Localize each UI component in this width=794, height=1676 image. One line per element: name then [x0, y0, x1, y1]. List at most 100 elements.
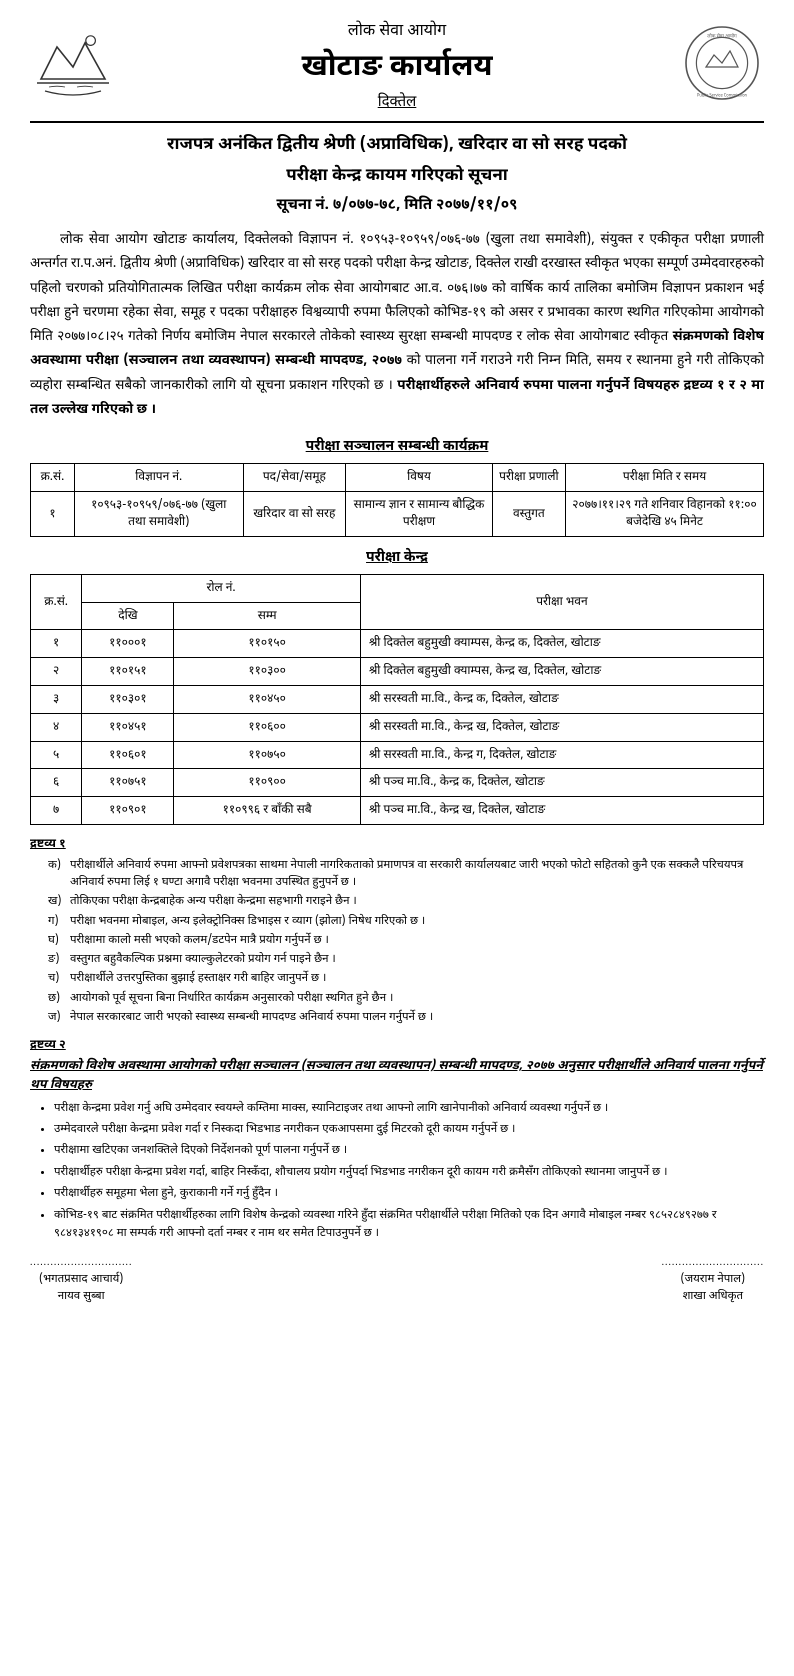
signatures-row: .............................. (भगतप्रसा… — [30, 1257, 764, 1305]
list-item: परीक्षार्थीहरु समूहमा भेला हुने, कुराकान… — [54, 1185, 764, 1203]
center-heading: परीक्षा केन्द्र — [30, 547, 764, 568]
cell-from: ११०९०१ — [82, 797, 174, 825]
col-venue: परीक्षा भवन — [360, 574, 763, 630]
note2-heading: द्रष्टव्य २ — [30, 1036, 764, 1054]
list-item: उम्मेदवारले परीक्षा केन्द्रमा प्रवेश गर्… — [54, 1121, 764, 1139]
cell-sn: ७ — [31, 797, 82, 825]
table-row: १११०००१११०१५०श्री दिक्तेल बहुमुखी क्याम्… — [31, 630, 764, 658]
cell-venue: श्री पञ्च मा.वि., केन्द्र ख, दिक्तेल, खो… — [360, 797, 763, 825]
cell-sn: ३ — [31, 685, 82, 713]
notice-number: सूचना नं. ७/०७७-७८, मिति २०७७/११/०९ — [30, 196, 764, 219]
col-post: पद/सेवा/समूह — [243, 464, 346, 492]
item-marker: छ) — [48, 990, 70, 1007]
cell-to: ११०६०० — [174, 713, 360, 741]
col-sn: क्र.सं. — [31, 574, 82, 630]
note1-heading: द्रष्टव्य १ — [30, 835, 764, 853]
col-from: देखि — [82, 602, 174, 630]
schedule-table: क्र.सं. विज्ञापन नं. पद/सेवा/समूह विषय प… — [30, 463, 764, 536]
list-item: परीक्षामा खटिएका जनशक्तिले दिएको निर्देश… — [54, 1142, 764, 1160]
table-row: ५११०६०१११०७५०श्री सरस्वती मा.वि., केन्द्… — [31, 741, 764, 769]
cell-venue: श्री दिक्तेल बहुमुखी क्याम्पस, केन्द्र ख… — [360, 658, 763, 686]
cell-to: ११०३०० — [174, 658, 360, 686]
cell-sn: १ — [31, 630, 82, 658]
item-text: नेपाल सरकारबाट जारी भएको स्वास्थ्य सम्बन… — [70, 1009, 433, 1026]
list-item: ङ)वस्तुगत बहुवैकल्पिक प्रश्नमा क्याल्कुल… — [48, 951, 764, 968]
organization-name: लोक सेवा आयोग — [115, 20, 679, 44]
cell-post: खरिदार वा सो सरह — [243, 492, 346, 537]
list-item: क)परीक्षार्थीले अनिवार्य रुपमा आफ्नो प्र… — [48, 857, 764, 892]
cell-sn: १ — [31, 492, 75, 537]
office-location: दिक्तेल — [115, 93, 679, 116]
col-ad: विज्ञापन नं. — [74, 464, 243, 492]
item-text: परीक्षा भवनमा मोबाइल, अन्य इलेक्ट्रोनिक्… — [70, 913, 425, 930]
signature-left: .............................. (भगतप्रसा… — [30, 1257, 132, 1305]
note2-list: परीक्षा केन्द्रमा प्रवेश गर्नु अघि उम्मे… — [54, 1100, 764, 1244]
item-marker: ग) — [48, 913, 70, 930]
sig-dash: .............................. — [662, 1257, 764, 1271]
cell-venue: श्री सरस्वती मा.वि., केन्द्र ख, दिक्तेल,… — [360, 713, 763, 741]
emblem-right-icon: लोक सेवा आयोग Public Service Commission — [679, 20, 764, 105]
notice-title-line2: परीक्षा केन्द्र कायम गरिएको सूचना — [30, 164, 764, 190]
list-item: घ)परीक्षामा कालो मसी भएको कलम/डटपेन मात्… — [48, 932, 764, 949]
item-text: परीक्षामा कालो मसी भएको कलम/डटपेन मात्रै… — [70, 932, 329, 949]
sig-left-title: नायव सुब्बा — [30, 1288, 132, 1305]
cell-venue: श्री दिक्तेल बहुमुखी क्याम्पस, केन्द्र क… — [360, 630, 763, 658]
item-text: परीक्षार्थीले अनिवार्य रुपमा आफ्नो प्रवे… — [70, 857, 764, 892]
cell-sn: २ — [31, 658, 82, 686]
sig-right-title: शाखा अधिकृत — [662, 1288, 764, 1305]
item-marker: ङ) — [48, 951, 70, 968]
list-item: ख)तोकिएका परीक्षा केन्द्रबाहेक अन्य परीक… — [48, 893, 764, 910]
col-system: परीक्षा प्रणाली — [492, 464, 565, 492]
item-text: तोकिएका परीक्षा केन्द्रबाहेक अन्य परीक्ष… — [70, 893, 357, 910]
center-table: क्र.सं. रोल नं. परीक्षा भवन देखि सम्म ११… — [30, 574, 764, 825]
notice-title-line1: राजपत्र अनंकित द्वितीय श्रेणी (अप्राविधि… — [30, 133, 764, 159]
col-datetime: परीक्षा मिति र समय — [566, 464, 764, 492]
body-part-a: लोक सेवा आयोग खोटाङ कार्यालय, दिक्तेलको … — [30, 231, 764, 346]
cell-sn: ४ — [31, 713, 82, 741]
list-item: ज)नेपाल सरकारबाट जारी भएको स्वास्थ्य सम्… — [48, 1009, 764, 1026]
sig-dash: .............................. — [30, 1257, 132, 1271]
cell-from: ११०००१ — [82, 630, 174, 658]
table-row: ४११०४५१११०६००श्री सरस्वती मा.वि., केन्द्… — [31, 713, 764, 741]
sig-left-name: (भगतप्रसाद आचार्य) — [30, 1271, 132, 1288]
list-item: च)परीक्षार्थीले उत्तरपुस्तिका बुझाई हस्त… — [48, 970, 764, 987]
office-name: खोटाङ कार्यालय — [115, 46, 679, 91]
note2-subheading: संक्रमणको विशेष अवस्थामा आयोगको परीक्षा … — [30, 1058, 764, 1096]
svg-text:लोक सेवा आयोग: लोक सेवा आयोग — [707, 32, 737, 39]
schedule-heading: परीक्षा सञ्चालन सम्बन्धी कार्यक्रम — [30, 436, 764, 457]
col-subject: विषय — [346, 464, 493, 492]
cell-venue: श्री सरस्वती मा.वि., केन्द्र क, दिक्तेल,… — [360, 685, 763, 713]
table-row: ६११०७५१११०९००श्री पञ्च मा.वि., केन्द्र क… — [31, 769, 764, 797]
list-item: ग)परीक्षा भवनमा मोबाइल, अन्य इलेक्ट्रोनि… — [48, 913, 764, 930]
item-marker: ख) — [48, 893, 70, 910]
signature-right: .............................. (जयराम ने… — [662, 1257, 764, 1305]
table-row: ७११०९०१११०९९६ र बाँकी सबैश्री पञ्च मा.वि… — [31, 797, 764, 825]
col-sn: क्र.सं. — [31, 464, 75, 492]
cell-ad: १०९५३-१०९५९/०७६-७७ (खुला तथा समावेशी) — [74, 492, 243, 537]
table-row: १ १०९५३-१०९५९/०७६-७७ (खुला तथा समावेशी) … — [31, 492, 764, 537]
table-header-row: क्र.सं. रोल नं. परीक्षा भवन — [31, 574, 764, 602]
cell-datetime: २०७७।११।२९ गते शनिवार विहानको ११:०० बजेद… — [566, 492, 764, 537]
cell-system: वस्तुगत — [492, 492, 565, 537]
item-marker: घ) — [48, 932, 70, 949]
col-to: सम्म — [174, 602, 360, 630]
cell-venue: श्री सरस्वती मा.वि., केन्द्र ग, दिक्तेल,… — [360, 741, 763, 769]
note1-list: क)परीक्षार्थीले अनिवार्य रुपमा आफ्नो प्र… — [48, 857, 764, 1026]
list-item: कोभिड-१९ बाट संक्रमित परीक्षार्थीहरुका ल… — [54, 1207, 764, 1244]
cell-from: ११०४५१ — [82, 713, 174, 741]
document-header: लोक सेवा आयोग खोटाङ कार्यालय दिक्तेल लोक… — [30, 20, 764, 123]
cell-to: ११०४५० — [174, 685, 360, 713]
col-roll: रोल नं. — [82, 574, 361, 602]
cell-to: ११०९९६ र बाँकी सबै — [174, 797, 360, 825]
svg-text:Public Service Commission: Public Service Commission — [697, 92, 748, 98]
list-item: परीक्षा केन्द्रमा प्रवेश गर्नु अघि उम्मे… — [54, 1100, 764, 1118]
table-row: ३११०३०१११०४५०श्री सरस्वती मा.वि., केन्द्… — [31, 685, 764, 713]
list-item: छ)आयोगको पूर्व सूचना बिना निर्धारित कार्… — [48, 990, 764, 1007]
cell-from: ११०३०१ — [82, 685, 174, 713]
item-marker: ज) — [48, 1009, 70, 1026]
list-item: परीक्षार्थीहरु परीक्षा केन्द्रमा प्रवेश … — [54, 1164, 764, 1182]
sig-right-name: (जयराम नेपाल) — [662, 1271, 764, 1288]
cell-from: ११०१५१ — [82, 658, 174, 686]
item-text: वस्तुगत बहुवैकल्पिक प्रश्नमा क्याल्कुलेट… — [70, 951, 336, 968]
cell-venue: श्री पञ्च मा.वि., केन्द्र क, दिक्तेल, खो… — [360, 769, 763, 797]
